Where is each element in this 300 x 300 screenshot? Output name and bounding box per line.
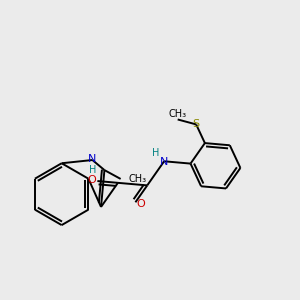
Text: H: H bbox=[152, 148, 160, 158]
Text: N: N bbox=[88, 154, 97, 164]
Text: S: S bbox=[193, 119, 200, 129]
Text: O: O bbox=[136, 199, 145, 209]
Text: CH₃: CH₃ bbox=[169, 109, 187, 119]
Text: CH₃: CH₃ bbox=[129, 174, 147, 184]
Text: H: H bbox=[89, 165, 96, 175]
Text: N: N bbox=[160, 157, 168, 167]
Text: O: O bbox=[88, 175, 96, 184]
